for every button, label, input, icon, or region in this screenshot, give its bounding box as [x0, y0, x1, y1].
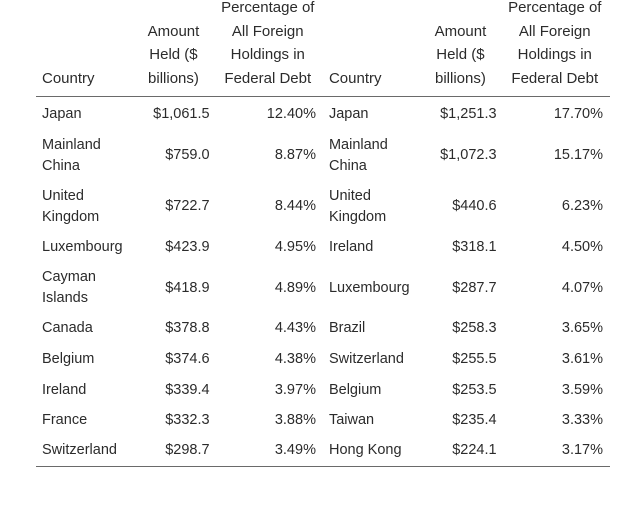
table-row: Cayman Islands $418.9 4.89% Luxembourg $…: [36, 263, 610, 314]
table-header: Country Amount Held ($ billions) Percent…: [36, 0, 610, 97]
right-country-cell: Switzerland: [328, 350, 404, 367]
table-row: France $332.3 3.88% Taiwan $235.4 3.33%: [36, 405, 610, 436]
table-row: Switzerland $298.7 3.49% Hong Kong $224.…: [36, 435, 610, 467]
left-percentage-cell: 3.97%: [274, 381, 316, 398]
header-percentage-left: Percentage of All Foreign Holdings in Fe…: [212, 0, 323, 97]
left-percentage-cell: 4.89%: [274, 279, 316, 296]
right-amount-cell: $235.4: [452, 412, 497, 429]
right-amount-cell: $287.7: [452, 279, 497, 296]
right-country-cell: Japan: [328, 106, 369, 122]
right-amount-cell: $224.1: [421, 435, 500, 467]
table-row: Mainland China $759.0 8.87% Mainland Chi…: [36, 130, 610, 181]
right-amount-cell: $440.6: [452, 198, 497, 214]
left-percentage-cell: 3.49%: [212, 435, 323, 467]
right-country-cell: Hong Kong: [322, 435, 422, 467]
right-country-cell: Ireland: [328, 238, 374, 255]
right-percentage-cell: 3.59%: [561, 381, 603, 398]
right-percentage-cell: 4.07%: [561, 279, 603, 296]
header-country-left: Country: [36, 0, 135, 97]
right-amount-cell: $1,072.3: [440, 147, 497, 163]
header-amount-right: Amount Held ($ billions): [421, 0, 500, 97]
header-percentage-right: Percentage of All Foreign Holdings in Fe…: [499, 0, 610, 97]
left-country-cell: Cayman Islands: [42, 269, 96, 307]
right-country-cell: Mainland China: [328, 136, 388, 174]
header-country-right: Country: [322, 0, 422, 97]
left-percentage-cell: 4.38%: [274, 350, 316, 367]
left-percentage-cell: 8.87%: [274, 147, 316, 163]
table-row: United Kingdom $722.7 8.44% United Kingd…: [36, 181, 610, 232]
left-percentage-cell: 8.44%: [274, 198, 316, 214]
table-row: Japan $1,061.5 12.40% Japan $1,251.3 17.…: [36, 97, 610, 131]
right-percentage-cell: 6.23%: [561, 198, 603, 214]
left-country-cell: United Kingdom: [42, 187, 100, 225]
right-amount-cell: $258.3: [452, 320, 497, 337]
left-country-cell: Mainland China: [42, 136, 101, 174]
table-row: Luxembourg $423.9 4.95% Ireland $318.1 4…: [36, 232, 610, 263]
left-percentage-cell: 4.43%: [274, 320, 316, 337]
right-amount-cell: $1,251.3: [440, 106, 497, 122]
right-amount-cell: $318.1: [452, 238, 497, 255]
right-country-cell: Taiwan: [328, 412, 375, 429]
right-percentage-cell: 3.33%: [561, 412, 603, 429]
left-amount-cell: $722.7: [165, 198, 210, 214]
table-row: Canada $378.8 4.43% Brazil $258.3 3.65%: [36, 314, 610, 345]
left-country-cell: Canada: [42, 320, 93, 337]
foreign-holdings-table: Country Amount Held ($ billions) Percent…: [36, 0, 610, 467]
right-country-cell: United Kingdom: [328, 187, 387, 225]
left-amount-cell: $339.4: [165, 381, 210, 398]
right-percentage-cell: 3.17%: [499, 435, 610, 467]
left-amount-cell: $378.8: [165, 320, 210, 337]
right-country-cell: Brazil: [328, 320, 366, 337]
left-country-cell: Switzerland: [36, 435, 135, 467]
right-percentage-cell: 15.17%: [553, 147, 603, 163]
right-amount-cell: $255.5: [452, 350, 497, 367]
left-amount-cell: $1,061.5: [153, 106, 210, 122]
table-body: Japan $1,061.5 12.40% Japan $1,251.3 17.…: [36, 97, 610, 467]
header-row: Country Amount Held ($ billions) Percent…: [36, 0, 610, 97]
left-amount-cell: $423.9: [165, 238, 210, 255]
left-country-cell: France: [42, 412, 88, 429]
header-amount-left: Amount Held ($ billions): [134, 0, 213, 97]
left-amount-cell: $298.7: [134, 435, 213, 467]
right-percentage-cell: 3.65%: [561, 320, 603, 337]
table-row: Ireland $339.4 3.97% Belgium $253.5 3.59…: [36, 375, 610, 406]
right-country-cell: Luxembourg: [328, 279, 410, 296]
left-percentage-cell: 4.95%: [274, 238, 316, 255]
left-percentage-cell: 3.88%: [274, 412, 316, 429]
left-amount-cell: $332.3: [165, 412, 210, 429]
right-amount-cell: $253.5: [452, 381, 497, 398]
left-amount-cell: $374.6: [165, 350, 210, 367]
left-country-cell: Ireland: [42, 381, 87, 398]
left-amount-cell: $418.9: [165, 279, 210, 296]
left-country-cell: Japan: [42, 106, 82, 122]
right-percentage-cell: 4.50%: [561, 238, 603, 255]
right-percentage-cell: 3.61%: [561, 350, 603, 367]
left-country-cell: Belgium: [42, 350, 95, 367]
right-percentage-cell: 17.70%: [553, 106, 603, 122]
left-percentage-cell: 12.40%: [266, 106, 316, 122]
right-country-cell: Belgium: [328, 381, 382, 398]
left-amount-cell: $759.0: [165, 147, 210, 163]
left-country-cell: Luxembourg: [42, 238, 123, 255]
table-row: Belgium $374.6 4.38% Switzerland $255.5 …: [36, 344, 610, 375]
